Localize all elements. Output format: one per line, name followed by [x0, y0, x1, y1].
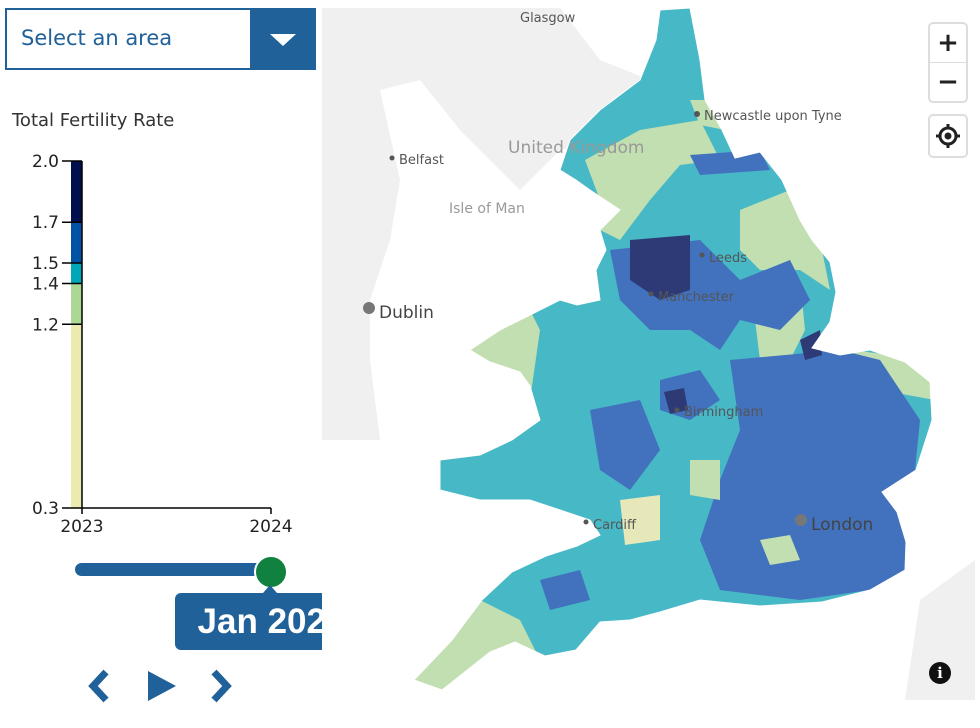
- chevron-left-icon[interactable]: [86, 668, 112, 704]
- legend-x-tick-label: 2024: [249, 517, 292, 537]
- choropleth-map[interactable]: Glasgow Newcastle upon Tyne United Kingd…: [322, 8, 975, 700]
- time-slider-track[interactable]: [75, 563, 265, 576]
- label-london: London: [811, 515, 873, 535]
- legend-tick-label: 1.5: [32, 254, 59, 274]
- region-herefordshire[interactable]: [590, 400, 660, 490]
- region-east-yorkshire[interactable]: [740, 190, 830, 290]
- legend-band-0: [71, 324, 82, 508]
- area-select-dropdown-button[interactable]: [250, 10, 314, 68]
- region-birmingham-core[interactable]: [664, 388, 688, 414]
- label-leeds: Leeds: [709, 251, 747, 266]
- legend-tick-label: 1.7: [32, 213, 59, 233]
- zoom-controls: + −: [928, 22, 968, 103]
- legend-tick-label: 1.4: [32, 274, 59, 294]
- label-belfast: Belfast: [399, 153, 444, 168]
- chevron-down-icon: [270, 34, 296, 46]
- legend-chart: 0.3 1.2 1.41.5 1.7 2.0 2023 2024: [32, 152, 293, 537]
- landmass-background: [905, 560, 975, 700]
- legend-band-4: [71, 161, 82, 223]
- legend-title: Total Fertility Rate: [12, 110, 175, 131]
- region-bradford-blackburn[interactable]: [630, 235, 690, 300]
- label-newcastle: Newcastle upon Tyne: [704, 109, 842, 124]
- legend-band-2: [71, 263, 82, 284]
- region-bath[interactable]: [620, 495, 660, 545]
- region-teesside[interactable]: [690, 150, 770, 175]
- locate-button[interactable]: [928, 114, 968, 158]
- play-icon[interactable]: [146, 668, 178, 704]
- label-dublin: Dublin: [379, 303, 434, 323]
- legend-tick-label: 2.0: [32, 152, 59, 172]
- region-south-east[interactable]: [700, 350, 920, 600]
- region-surrey[interactable]: [760, 535, 800, 565]
- time-slider-handle[interactable]: [254, 555, 288, 589]
- landmass-background: [322, 8, 650, 440]
- region-oxfordshire[interactable]: [690, 460, 720, 500]
- legend-band-1: [71, 283, 82, 325]
- crosshair-icon: [936, 124, 960, 148]
- info-button[interactable]: i: [929, 662, 951, 684]
- label-glasgow: Glasgow: [520, 11, 576, 26]
- zoom-out-button[interactable]: −: [937, 67, 959, 97]
- legend-tick-label: 0.3: [32, 499, 59, 519]
- label-birmingham: Birmingham: [684, 405, 763, 420]
- region-boston[interactable]: [800, 330, 822, 360]
- label-isle-of-man: Isle of Man: [449, 201, 525, 217]
- zoom-in-button[interactable]: +: [930, 24, 966, 63]
- region-devon-east[interactable]: [540, 570, 590, 610]
- area-select-label: Select an area: [21, 26, 173, 50]
- label-cardiff: Cardiff: [593, 518, 637, 533]
- legend-x-tick-label: 2023: [60, 517, 103, 537]
- label-manchester: Manchester: [658, 290, 735, 305]
- chevron-right-icon[interactable]: [208, 668, 234, 704]
- legend-tick-label: 1.2: [32, 315, 59, 335]
- legend-band-3: [71, 222, 82, 264]
- label-united-kingdom: United Kingdom: [508, 138, 644, 158]
- area-select[interactable]: Select an area: [5, 8, 316, 70]
